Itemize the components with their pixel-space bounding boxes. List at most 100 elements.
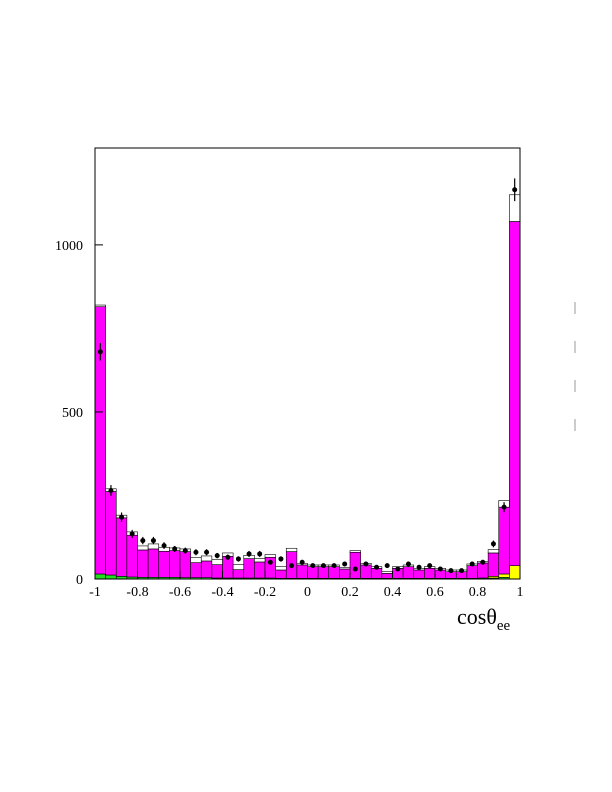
data-point [161,543,167,549]
histogram-bar [275,569,287,579]
data-point [129,531,135,537]
data-point [267,559,273,565]
data-point [501,504,507,510]
data-point [352,566,358,572]
data-point [480,559,486,565]
x-axis-label: cosθee [457,604,511,634]
data-point [119,514,125,520]
histogram-bar [254,561,266,579]
histogram-bar [211,559,223,565]
histogram-bar [137,545,149,551]
histogram-bar [147,548,160,578]
data-point [108,487,114,493]
histogram-bar [105,574,117,580]
histogram-bar [381,573,393,579]
x-tick-label: -0.2 [254,585,276,600]
x-tick-label: 1 [517,585,524,600]
data-point [299,559,305,565]
histogram-bar [349,550,361,553]
data-point [331,563,337,569]
data-point [490,541,496,547]
histogram-bar [200,555,213,562]
histogram-bar [137,549,149,578]
data-point [342,561,348,567]
frame [94,147,521,580]
histogram-bar [264,554,276,558]
histogram-bar [275,566,287,571]
histogram-bar [328,566,340,579]
data-point [363,561,369,567]
data-point [97,349,103,355]
histogram-bar [339,568,351,579]
data-point [405,561,411,567]
data-point [384,563,390,569]
data-point [320,563,326,569]
histogram-bar [94,304,106,308]
data-point [257,551,263,557]
histogram-bar [254,558,266,563]
histogram-bar [424,568,436,579]
y-tick-label: 1000 [55,239,83,254]
x-tick-label: -1 [89,585,101,600]
data-point [150,538,156,544]
histogram-bar [115,517,128,577]
histogram-bar [317,566,330,579]
data-point [235,556,241,562]
histogram-bar [94,573,106,580]
histogram-bar [498,573,510,578]
data-point [289,563,295,569]
x-tick-label: -0.6 [169,585,191,600]
x-tick-label: 0 [304,585,311,600]
histogram-bar [285,547,298,552]
histogram-bar [179,551,191,578]
histogram-bar [190,557,202,563]
x-tick-label: -0.4 [211,585,233,600]
x-label-sub: ee [497,618,511,634]
histogram-bar [126,534,138,578]
data-point [459,568,465,574]
histogram-bar [477,562,489,579]
histogram-bar [147,543,160,550]
x-tick-label: 0.8 [469,585,487,600]
histogram-bar [200,560,213,578]
data-point [278,556,284,562]
histogram-bar [211,564,223,579]
x-tick-label: 0.2 [341,585,359,600]
data-point [172,546,178,552]
data-point [182,548,188,554]
data-point [246,551,252,557]
data-point [448,568,454,574]
histogram-bar [402,566,415,579]
histogram-bar [105,491,117,576]
data-point [193,549,199,555]
data-point [416,564,422,570]
histogram-bar [232,564,245,570]
histogram-bar [509,221,521,566]
x-tick-label: 0.4 [384,585,402,600]
histogram-bar [381,571,393,574]
x-tick-label: -0.8 [126,585,148,600]
histogram-bar [307,566,319,579]
data-point [310,563,316,569]
data-point [374,564,380,570]
data-point [225,554,231,560]
x-label-main: cosθ [457,604,497,629]
histogram-bar [232,569,245,579]
histogram-bar [339,567,351,570]
histogram-bar [466,565,478,579]
histogram-bar [243,558,255,579]
histogram-bar [169,550,181,578]
histogram-bar [370,568,383,579]
y-tick-label: 500 [62,406,83,421]
histogram-bar [360,564,372,579]
histogram-bar [349,551,361,579]
x-tick-label: 0.6 [426,585,444,600]
data-point [437,566,443,572]
data-point [214,553,220,559]
histogram-bar [190,562,202,578]
histogram-bar [296,564,308,579]
data-point [140,538,146,544]
plot-area [94,178,521,580]
histogram-bar [487,549,500,554]
